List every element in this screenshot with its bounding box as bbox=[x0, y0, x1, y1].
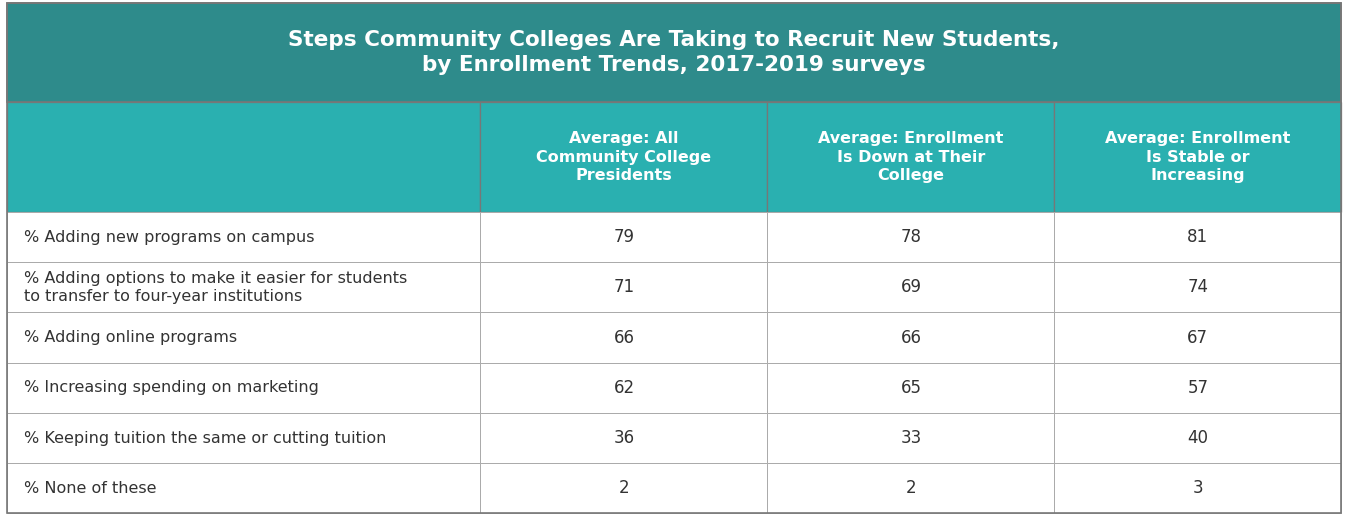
Bar bbox=[7, 463, 480, 513]
Bar bbox=[480, 363, 767, 413]
Bar bbox=[1054, 262, 1341, 313]
Bar bbox=[480, 413, 767, 463]
Bar bbox=[7, 3, 1341, 102]
Text: Steps Community Colleges Are Taking to Recruit New Students,
by Enrollment Trend: Steps Community Colleges Are Taking to R… bbox=[288, 30, 1060, 75]
Bar bbox=[1054, 463, 1341, 513]
Text: 78: 78 bbox=[900, 228, 922, 246]
Text: % None of these: % None of these bbox=[24, 481, 156, 496]
Bar bbox=[767, 262, 1054, 313]
Bar bbox=[767, 102, 1054, 212]
Text: 2: 2 bbox=[906, 479, 917, 497]
Bar bbox=[480, 463, 767, 513]
Text: % Adding online programs: % Adding online programs bbox=[24, 330, 237, 345]
Bar bbox=[767, 463, 1054, 513]
Bar bbox=[7, 212, 480, 262]
Text: Average: All
Community College
Presidents: Average: All Community College President… bbox=[537, 131, 712, 183]
Text: 66: 66 bbox=[613, 329, 635, 347]
Bar bbox=[1054, 102, 1341, 212]
Text: 66: 66 bbox=[900, 329, 922, 347]
Text: 65: 65 bbox=[900, 379, 922, 397]
Bar bbox=[480, 262, 767, 313]
Text: 2: 2 bbox=[619, 479, 630, 497]
Text: % Adding new programs on campus: % Adding new programs on campus bbox=[24, 230, 315, 245]
Text: % Increasing spending on marketing: % Increasing spending on marketing bbox=[24, 380, 319, 395]
Bar bbox=[1054, 212, 1341, 262]
Text: % Adding options to make it easier for students
to transfer to four-year institu: % Adding options to make it easier for s… bbox=[24, 270, 407, 304]
Bar bbox=[7, 313, 480, 363]
Text: 33: 33 bbox=[900, 429, 922, 447]
Bar bbox=[480, 212, 767, 262]
Bar bbox=[767, 363, 1054, 413]
Text: 36: 36 bbox=[613, 429, 635, 447]
Bar bbox=[767, 313, 1054, 363]
Text: 62: 62 bbox=[613, 379, 635, 397]
Text: 71: 71 bbox=[613, 278, 635, 296]
Text: 74: 74 bbox=[1188, 278, 1208, 296]
Bar bbox=[480, 102, 767, 212]
Bar bbox=[1054, 363, 1341, 413]
Bar bbox=[7, 413, 480, 463]
Text: 3: 3 bbox=[1193, 479, 1204, 497]
Text: Average: Enrollment
Is Down at Their
College: Average: Enrollment Is Down at Their Col… bbox=[818, 131, 1003, 183]
Text: 57: 57 bbox=[1188, 379, 1208, 397]
Text: 79: 79 bbox=[613, 228, 635, 246]
Bar bbox=[480, 313, 767, 363]
Bar bbox=[1054, 313, 1341, 363]
Bar bbox=[767, 413, 1054, 463]
Bar bbox=[7, 363, 480, 413]
Bar bbox=[7, 102, 480, 212]
Text: Average: Enrollment
Is Stable or
Increasing: Average: Enrollment Is Stable or Increas… bbox=[1105, 131, 1290, 183]
Text: % Keeping tuition the same or cutting tuition: % Keeping tuition the same or cutting tu… bbox=[24, 430, 387, 446]
Bar bbox=[1054, 413, 1341, 463]
Text: 69: 69 bbox=[900, 278, 922, 296]
Bar bbox=[7, 262, 480, 313]
Bar bbox=[767, 212, 1054, 262]
Text: 40: 40 bbox=[1188, 429, 1208, 447]
Text: 67: 67 bbox=[1188, 329, 1208, 347]
Text: 81: 81 bbox=[1188, 228, 1208, 246]
